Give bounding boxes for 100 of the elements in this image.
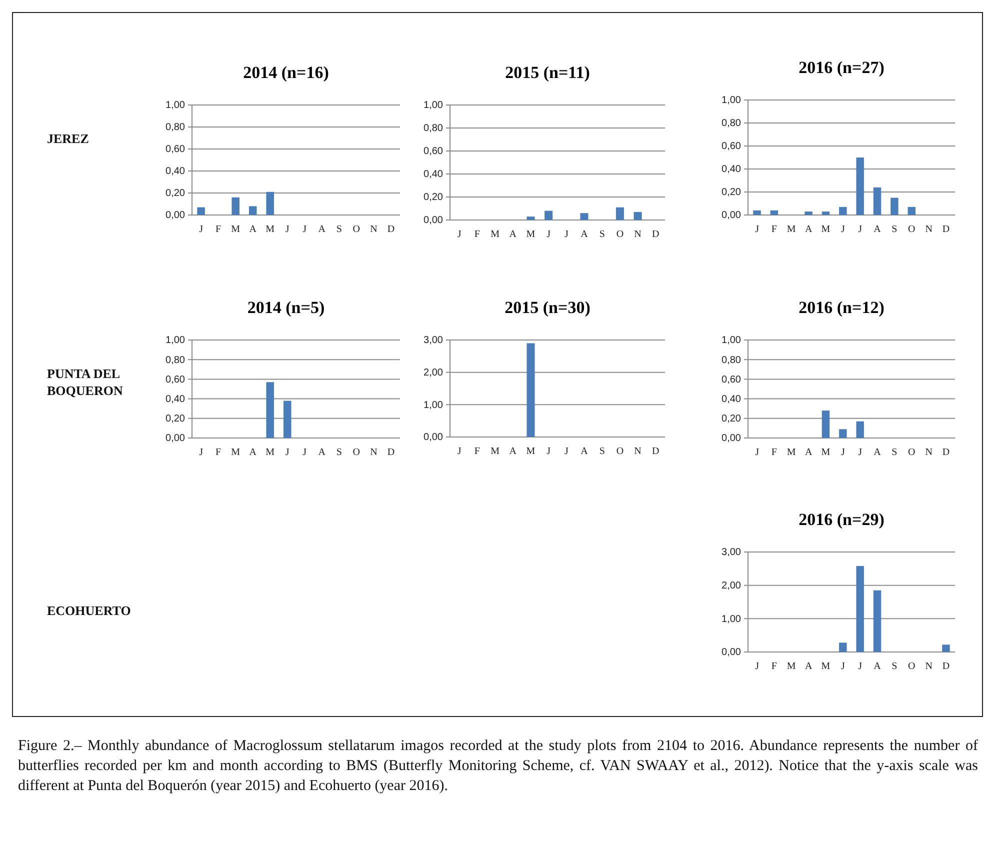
x-tick-label: F (216, 224, 222, 236)
x-tick-label: A (318, 224, 326, 236)
x-tick-label: J (858, 447, 862, 458)
x-tick-label: M (786, 661, 796, 672)
x-tick-label: O (352, 447, 360, 458)
y-tick-label: 1,00 (722, 335, 742, 346)
x-tick-label: N (370, 447, 378, 458)
bar (873, 187, 882, 215)
x-tick-label: A (804, 224, 813, 236)
x-tick-label: N (634, 446, 642, 458)
x-tick-label: D (942, 447, 950, 458)
x-tick-label: S (599, 229, 605, 240)
x-tick-label: A (509, 446, 518, 458)
y-tick-label: 0,00 (166, 433, 186, 444)
x-tick-label: O (908, 661, 916, 672)
y-tick-label: 2,00 (722, 580, 742, 592)
x-tick-label: M (490, 229, 500, 240)
chart-title: 2016 (n=12) (798, 298, 884, 317)
y-tick-label: 0,20 (424, 192, 444, 204)
x-tick-label: J (564, 446, 568, 458)
bar (822, 410, 830, 438)
y-tick-label: 0,60 (424, 146, 444, 158)
y-tick-label: 0,80 (722, 354, 742, 366)
y-tick-label: 0,80 (166, 122, 186, 134)
x-tick-label: M (821, 661, 830, 672)
x-tick-label: A (804, 661, 813, 672)
chart-title: 2015 (n=30) (504, 298, 590, 317)
x-tick-label: O (352, 224, 360, 236)
x-tick-label: J (285, 447, 290, 458)
bar (822, 212, 830, 215)
x-tick-label: J (302, 447, 307, 458)
x-tick-label: O (616, 446, 624, 458)
x-tick-label: N (370, 224, 378, 236)
x-tick-label: M (266, 447, 275, 458)
text: JEREZ (47, 131, 90, 146)
y-tick-label: 2,00 (424, 368, 444, 379)
x-tick-label: S (336, 447, 342, 458)
y-tick-label: 0,20 (166, 188, 186, 200)
x-tick-label: D (942, 224, 950, 236)
y-tick-label: 0,20 (722, 414, 742, 425)
x-tick-label: M (821, 224, 830, 236)
x-tick-label: J (858, 224, 862, 236)
text: ECOHUERTO (47, 603, 131, 618)
x-tick-label: F (771, 224, 778, 236)
y-tick-label: 0,00 (722, 647, 742, 658)
y-tick-label: 0,40 (722, 394, 742, 405)
x-tick-label: J (546, 446, 551, 458)
x-tick-label: D (652, 446, 660, 458)
x-tick-label: A (874, 661, 882, 672)
x-tick-label: A (580, 229, 589, 240)
x-tick-label: F (474, 446, 480, 458)
y-tick-label: 0,00 (722, 433, 742, 444)
y-tick-label: 0,40 (166, 394, 186, 405)
y-tick-label: 0,60 (166, 144, 186, 156)
bar (248, 206, 257, 215)
x-tick-label: M (526, 446, 536, 458)
x-tick-label: N (925, 661, 932, 672)
x-tick-label: J (285, 224, 290, 236)
y-tick-label: 0,00 (424, 432, 444, 444)
x-tick-label: J (457, 446, 462, 458)
x-tick-label: D (652, 229, 660, 240)
x-tick-label: S (336, 224, 342, 236)
x-tick-label: M (231, 224, 240, 236)
bar (856, 158, 864, 215)
y-tick-label: 3,00 (424, 335, 444, 346)
x-tick-label: O (908, 447, 916, 458)
x-tick-label: J (840, 224, 845, 236)
x-tick-label: O (616, 229, 624, 240)
x-tick-label: F (771, 447, 778, 458)
x-tick-label: A (874, 447, 882, 458)
bar (839, 642, 847, 652)
y-tick-label: 1,00 (424, 100, 444, 112)
bar (873, 590, 882, 652)
x-tick-label: D (942, 661, 950, 672)
y-tick-label: 0,60 (722, 374, 742, 386)
x-tick-label: J (840, 661, 845, 672)
y-tick-label: 0,00 (166, 210, 186, 222)
y-tick-label: 1,00 (166, 100, 186, 112)
bar (908, 206, 916, 215)
bar (890, 198, 898, 215)
y-tick-label: 0,40 (166, 166, 186, 178)
bar (232, 197, 240, 215)
x-tick-label: A (318, 447, 326, 458)
x-tick-label: M (266, 224, 275, 236)
y-tick-label: 1,00 (722, 614, 742, 625)
x-tick-label: M (786, 447, 796, 458)
x-tick-label: J (858, 661, 862, 672)
bar (839, 206, 847, 215)
x-tick-label: A (249, 224, 258, 236)
x-tick-label: J (755, 224, 760, 236)
y-tick-label: 0,80 (424, 123, 444, 134)
x-tick-label: A (804, 447, 813, 458)
x-tick-label: J (302, 224, 307, 236)
x-tick-label: D (387, 224, 395, 236)
x-tick-label: J (199, 447, 204, 458)
x-tick-label: J (546, 229, 551, 240)
x-tick-label: J (840, 447, 845, 458)
x-tick-label: A (580, 446, 589, 458)
y-tick-label: 1,00 (722, 95, 742, 106)
x-tick-label: N (925, 224, 932, 236)
